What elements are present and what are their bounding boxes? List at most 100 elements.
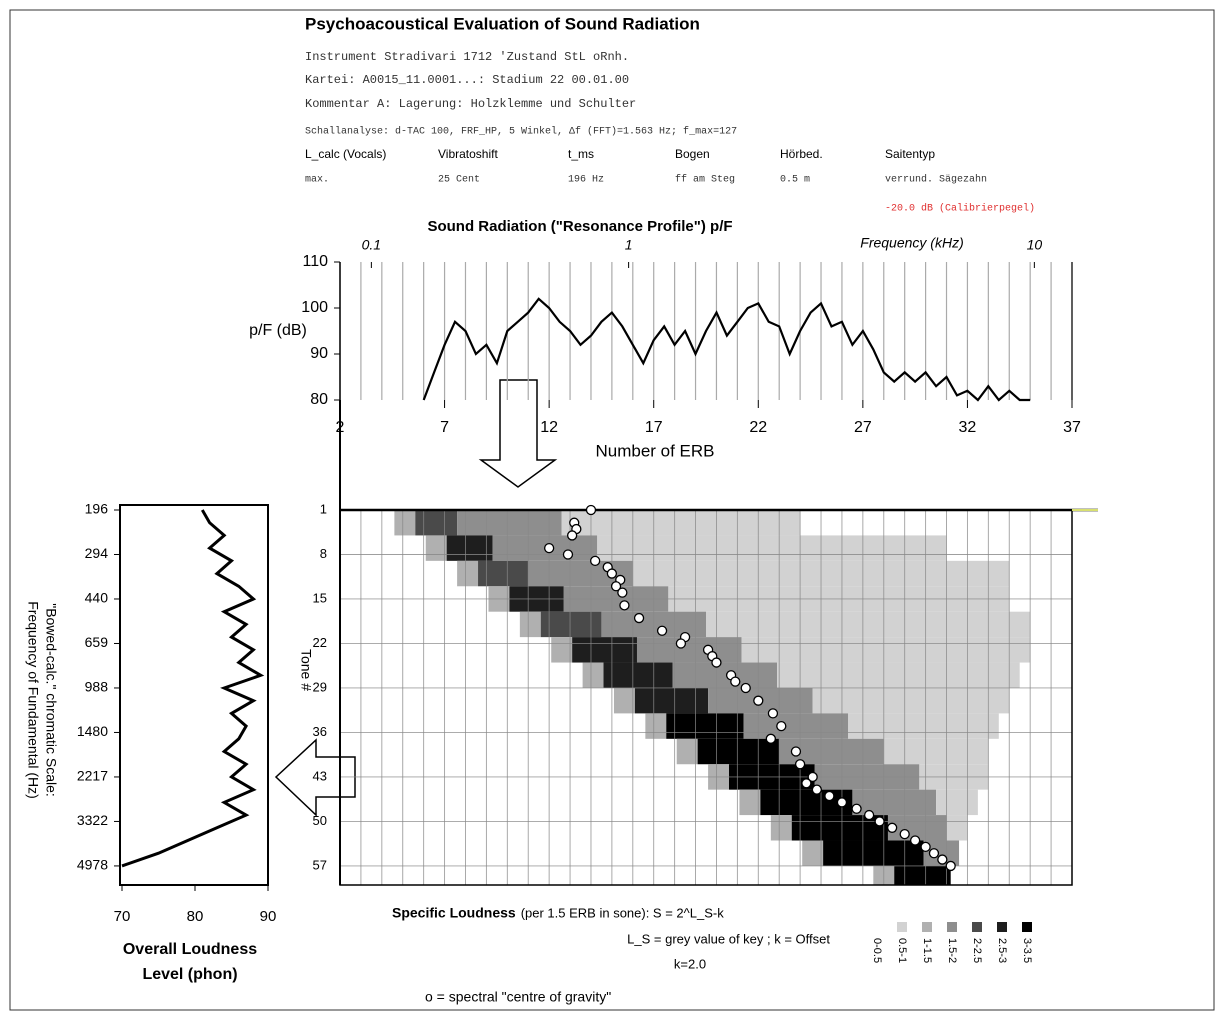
centroid [606,568,618,579]
chart-title: Sound Radiation ("Resonance Profile") p/… [427,218,732,235]
x-tick-label: 7 [440,419,449,436]
heat-cell [457,510,562,536]
legend-label: 1-1.5 [921,938,933,963]
heat-cell [936,789,978,816]
centroid [656,625,668,636]
centroid [590,555,601,566]
heat-cell [415,510,458,536]
heat-cell [802,840,824,866]
centroid [767,708,779,719]
param-value: max. [305,175,329,186]
heat-cell [540,611,602,638]
y-tick-label: 2217 [77,768,108,784]
calibration: -20.0 dB (Calibrierpegel) [885,203,1035,215]
frame [9,9,1215,1011]
legend-label: 2-2.5 [971,938,983,963]
centroid [730,676,741,687]
heat-cell [603,662,673,688]
header-line: Kartei: A0015_11.0001...: Stadium 22 00.… [305,73,629,87]
heat-cell [672,662,778,688]
heat-cell [394,510,416,536]
figure-title: Psychoacoustical Evaluation of Sound Rad… [305,14,700,33]
param-name: t_ms [568,147,594,161]
legend-label: 0-0.5 [871,938,883,963]
heat-cell [645,713,667,739]
centroid [945,860,956,872]
centroid [562,549,574,560]
y-tick-label: 29 [313,679,327,694]
param-value: verrund. Sägezahn [885,174,987,186]
heat-cell [812,687,1010,714]
centroid [899,829,910,840]
centroid [794,759,806,770]
y-tick-label: 90 [310,345,328,362]
centroid [790,746,802,757]
param-name: Hörbed. [780,147,823,161]
down-arrow [478,379,558,488]
centroid [776,720,787,732]
centroid [566,530,578,541]
heat-cell [561,510,801,536]
param-name: L_calc (Vocals) [305,147,386,161]
heat-cell [519,611,541,638]
y-label: p/F (dB) [249,322,307,339]
x-tick-label: 27 [854,419,872,436]
legend-label: 2.5-3 [996,938,1008,963]
heat-cell [770,815,792,841]
y-tick-label: 1480 [77,723,108,739]
centroid [863,809,875,821]
y-tick-label: 80 [310,391,328,408]
legend-subtitle: (per 1.5 ERB in sone): S = 2^L_S-k [521,905,725,920]
heat-cell [706,611,1031,638]
header-line: Kommentar A: Lagerung: Holzklemme und Sc… [305,97,636,111]
legend-swatch [997,922,1007,932]
y-tick-label: 8 [320,546,327,561]
x-tick-label: 22 [749,419,767,436]
y-tick-label: 440 [85,590,109,606]
heat-cell [425,535,447,561]
heat-cell [551,637,573,663]
centroid [928,848,940,859]
centroid [801,778,812,789]
y-tick-label: 43 [313,768,327,783]
y-label: "Bowed-calc." chromatic Scale: [43,603,59,797]
param-value: 25 Cent [438,175,480,186]
heat-cell [946,815,968,841]
note: k=2.0 [674,956,706,971]
legend-swatch [947,922,957,932]
x2-tick-label: 10 [1027,237,1043,253]
y-tick-label: 659 [85,634,109,650]
heat-cell [666,713,744,739]
y-tick-label: 196 [85,501,109,517]
heat-cell [852,789,937,816]
y-label: Tone # [298,649,314,691]
heat-cell [791,815,888,841]
y-label: Frequency of Fundamental (Hz) [25,601,41,799]
param-name: Saitentyp [885,147,935,161]
centroid [824,790,835,802]
legend-label: 1.5-2 [946,938,958,963]
x-label: Number of ERB [595,441,714,460]
centroid [711,657,722,668]
y-tick-label: 100 [301,299,328,316]
centroid [909,835,921,846]
legend-swatch [1022,922,1032,932]
param-name: Vibratoshift [438,147,498,161]
centroid [617,587,628,598]
heat-cell [697,738,780,765]
x-tick-label: 32 [959,419,977,436]
heat-cell [739,789,761,816]
y-tick-label: 36 [313,724,327,739]
param-value: 196 Hz [568,175,604,186]
centroid [619,600,630,611]
legend-swatch [972,922,982,932]
x-label: Overall Loudness [123,941,257,958]
series-line [422,297,1031,402]
centroid [610,581,622,592]
centroid [807,771,818,783]
param-value: ff am Steg [675,174,735,186]
y-tick-label: 110 [302,253,328,270]
centroid [886,822,898,833]
